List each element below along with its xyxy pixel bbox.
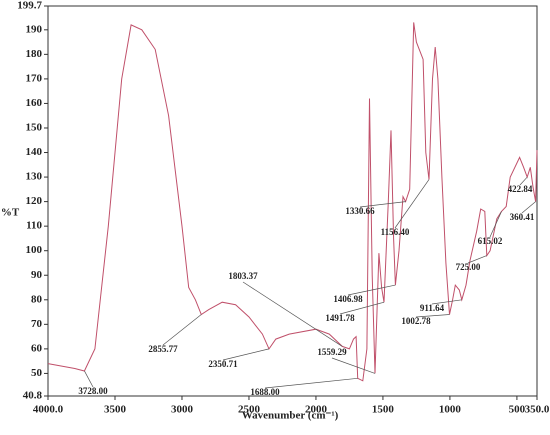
annotation-label: 1330.66: [345, 206, 375, 216]
annotation-label: 1156.40: [381, 227, 410, 237]
y-tick-label: 170: [26, 72, 43, 84]
x-tick-label: 1500: [372, 404, 395, 416]
annotation-leader: [84, 370, 94, 388]
y-axis-label: %T: [1, 207, 20, 219]
annotation-leader: [347, 284, 396, 296]
annotation-leader: [431, 299, 462, 305]
annotation-leader: [222, 348, 270, 361]
y-tick-label: 50: [31, 367, 43, 379]
y-tick-label: 140: [26, 146, 43, 158]
annotation-label: 1803.37: [228, 271, 258, 281]
y-tick-label: 100: [26, 244, 43, 256]
annotation-leader: [162, 314, 202, 346]
spectrum-line: [47, 22, 538, 382]
y-tick-label: 60: [31, 342, 43, 354]
annotation-leader: [331, 357, 376, 374]
x-axis-label: Wavenumber (cm⁻¹): [242, 410, 339, 422]
x-tick-label: 2000: [305, 404, 328, 416]
y-tick-label: 70: [31, 318, 43, 330]
y-tick-label: 90: [31, 269, 43, 281]
annotation-label: 2855.77: [148, 344, 178, 354]
x-tick-label: 350.0: [525, 404, 550, 416]
y-tick-label: 180: [26, 48, 43, 60]
annotation-leader: [519, 176, 528, 186]
annotation-label: 360.41: [510, 212, 535, 222]
annotation-leader: [415, 314, 450, 318]
x-tick-label: 500: [509, 404, 526, 416]
y-tick-label: 80: [31, 293, 43, 305]
x-tick-label: 1000: [439, 404, 462, 416]
annotation-leader: [467, 255, 487, 264]
y-tick-label: 110: [26, 220, 42, 232]
x-tick-label: 4000.0: [33, 404, 64, 416]
plot-frame: [47, 5, 538, 397]
annotation-label: 1406.98: [333, 294, 363, 304]
y-tick-label: 160: [26, 97, 43, 109]
annotation-label: 3728.00: [78, 386, 108, 396]
annotation-label: 1491.78: [325, 313, 355, 323]
y-tick-label: 40.8: [23, 390, 43, 402]
y-tick-label: 199.7: [17, 0, 42, 12]
x-tick-label: 3500: [104, 404, 127, 416]
annotation-leader: [242, 281, 343, 347]
annotation-label: 2350.71: [208, 359, 238, 369]
annotation-leader: [359, 201, 406, 208]
annotation-label: 911.64: [420, 303, 445, 313]
annotation-label: 422.84: [508, 184, 533, 194]
y-tick-label: 190: [26, 23, 43, 35]
annotation-leader: [264, 377, 358, 389]
annotation-label: 1002.78: [401, 316, 431, 326]
y-tick-label: 130: [26, 171, 43, 183]
annotation-label: 1688.00: [250, 387, 280, 397]
annotation-label: 615.02: [478, 236, 503, 246]
x-tick-label: 2500: [238, 404, 261, 416]
y-tick-label: 120: [26, 195, 43, 207]
x-tick-label: 3000: [171, 404, 194, 416]
annotation-leader: [339, 301, 385, 315]
y-tick-label: 150: [26, 122, 43, 134]
annotation-label: 725.00: [456, 262, 481, 272]
annotation-leader: [489, 211, 502, 238]
annotation-label: 1559.29: [317, 347, 347, 357]
annotation-leader: [521, 201, 536, 214]
annotation-leader: [394, 179, 430, 229]
